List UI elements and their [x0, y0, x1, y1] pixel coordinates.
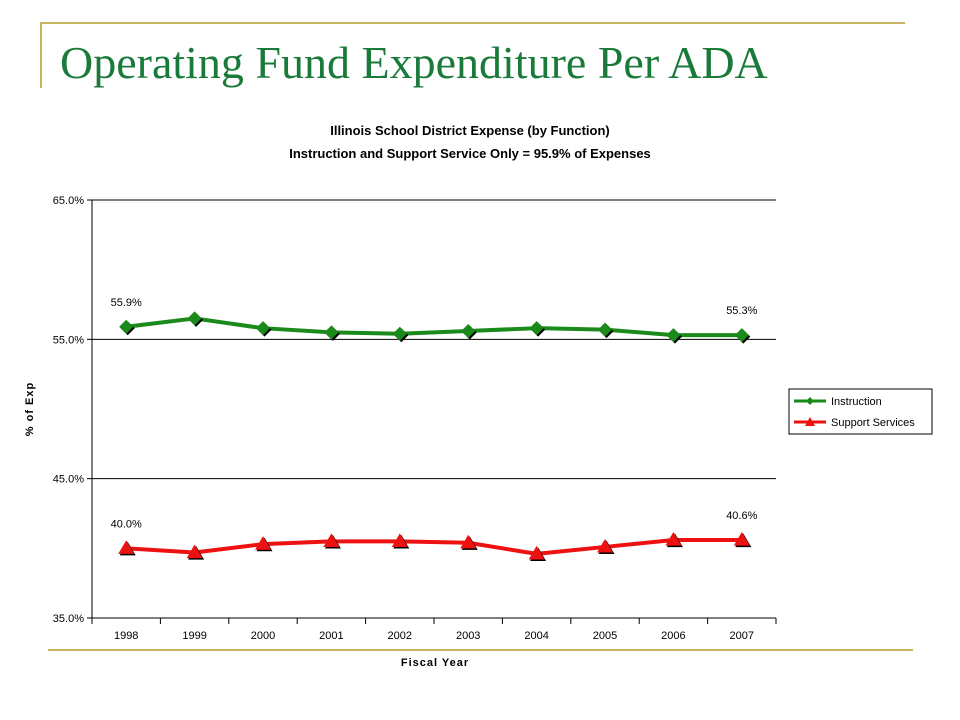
legend-label: Support Services	[831, 417, 915, 429]
legend-marker-1	[805, 417, 815, 426]
support-services-point	[528, 545, 545, 560]
legend-box	[788, 388, 933, 435]
x-tick-label: 2000	[251, 630, 275, 642]
decor-line-top	[40, 22, 905, 24]
support-services-point	[255, 536, 271, 550]
support-services-point	[323, 533, 340, 547]
chart-title: Illinois School District Expense (by Fun…	[330, 123, 610, 138]
instruction-point	[119, 319, 134, 334]
support-services-line	[126, 537, 742, 556]
y-tick-labels: 35.0% 45.0% 55.0% 65.0%	[53, 195, 84, 625]
x-tick-label: 2007	[730, 630, 754, 642]
decor-line-bottom	[48, 649, 913, 651]
instruction-point	[734, 328, 749, 343]
instruction-point	[187, 311, 202, 326]
data-labels: 55.9% 55.3% 40.0% 40.6%	[111, 297, 758, 531]
axes	[87, 199, 777, 624]
instruction-point	[598, 322, 612, 337]
series-layer	[118, 311, 752, 562]
x-tick-label: 2001	[319, 630, 343, 642]
slide-title: Operating Fund Expenditure Per ADA	[60, 37, 768, 88]
data-label: 40.6%	[726, 510, 757, 522]
y-tick-label: 55.0%	[53, 334, 84, 346]
y-tick-label: 45.0%	[53, 474, 84, 486]
x-tick-label: 2006	[661, 630, 685, 642]
gridlines	[92, 199, 776, 480]
legend-label: Instruction	[831, 396, 882, 408]
chart-subtitle: Instruction and Support Service Only = 9…	[289, 146, 651, 161]
x-tick-label: 2002	[388, 630, 412, 642]
instruction-point	[392, 326, 407, 341]
instruction-point	[529, 321, 544, 336]
legend-marker-0	[806, 397, 814, 405]
y-tick-label: 65.0%	[53, 195, 84, 207]
x-axis-title: Fiscal Year	[401, 657, 469, 669]
data-label: 40.0%	[111, 518, 142, 530]
instruction-line	[125, 316, 742, 338]
support-services-point	[733, 531, 750, 546]
support-services-point	[186, 544, 203, 559]
x-tick-label: 2004	[524, 630, 548, 642]
instruction-point	[324, 325, 339, 340]
instruction-point	[461, 323, 476, 338]
x-tick-label: 2005	[593, 630, 617, 642]
decor-line-left	[40, 22, 42, 88]
support-services-point	[460, 534, 477, 549]
data-label: 55.9%	[111, 297, 142, 309]
x-tick-label: 1998	[114, 630, 138, 642]
legend: Instruction Support Services	[788, 388, 933, 435]
data-label: 55.3%	[726, 305, 757, 317]
instruction-point	[256, 321, 270, 336]
y-axis-title: % of Exp	[24, 382, 36, 436]
support-services-point	[597, 538, 613, 553]
x-tick-labels: 1998 1999 2000 2001 2002 2003 2004 2005 2006 2007	[114, 630, 754, 642]
instruction-point	[666, 328, 681, 343]
y-tick-label: 35.0%	[53, 613, 84, 625]
support-services-point	[118, 540, 135, 554]
x-tick-label: 1999	[182, 630, 206, 642]
support-services-point	[391, 533, 408, 547]
x-tick-label: 2003	[456, 630, 480, 642]
support-services-point	[665, 531, 682, 546]
